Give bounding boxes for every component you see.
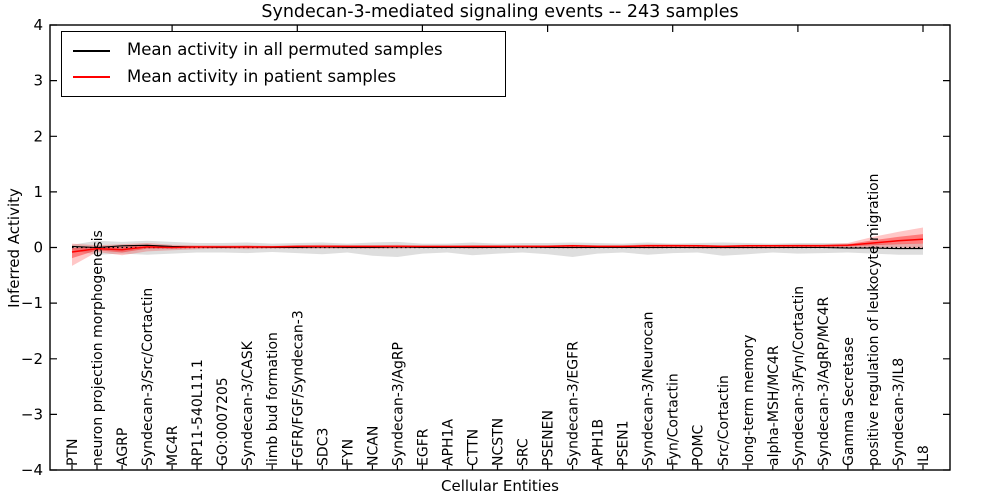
y-tick-label: 0 [33, 239, 43, 257]
x-tick-label: NCSTN [491, 418, 507, 466]
legend: Mean activity in all permuted samples Me… [61, 31, 506, 97]
x-tick-label: GO:0007205 [215, 377, 231, 466]
x-tick-label: alpha-MSH/MC4R [766, 345, 782, 466]
x-tick-label: SRC [516, 438, 532, 466]
x-tick-label: long-term memory [741, 335, 757, 466]
x-tick-label: positive regulation of leukocyte migrati… [866, 173, 882, 466]
x-tick-label: SDC3 [315, 428, 331, 466]
x-tick-label: NCAN [365, 426, 381, 466]
y-axis-label: Inferred Activity [5, 188, 23, 308]
patient-mean-line [71, 238, 924, 253]
x-tick-label: FGFR/FGF/Syndecan-3 [290, 310, 306, 466]
patient-legend-label: Mean activity in patient samples [127, 67, 397, 87]
y-tick-label: −1 [21, 294, 43, 312]
axis-ticks [50, 24, 950, 471]
x-tick-label: MC4R [165, 425, 181, 466]
legend-item-patient: Mean activity in patient samples [62, 69, 505, 86]
x-tick-label: Syndecan-3/AgRP [390, 342, 406, 466]
x-tick-label: CTTN [466, 429, 482, 466]
x-tick-label: PSENEN [541, 410, 557, 466]
y-tick-label: 2 [33, 127, 43, 145]
y-tick-label: 1 [33, 183, 43, 201]
x-tick-label: Fyn/Cortactin [666, 373, 682, 466]
x-tick-label: EGFR [415, 428, 431, 466]
legend-item-permuted: Mean activity in all permuted samples [62, 42, 505, 59]
patient-legend-line-icon [73, 76, 110, 79]
x-tick-label: Syndecan-3/IL8 [891, 358, 907, 466]
y-tick-label: −3 [21, 405, 43, 423]
y-tick-label: 4 [33, 16, 43, 34]
x-tick-label: Syndecan-3/CASK [240, 340, 256, 466]
y-tick-label: −2 [21, 350, 43, 368]
x-tick-label: APH1B [591, 419, 607, 466]
x-axis-label: Cellular Entities [441, 477, 559, 495]
x-tick-label: POMC [691, 424, 707, 466]
x-tick-label: neuron projection morphogenesis [90, 230, 106, 466]
permuted-samples-range-band [72, 240, 923, 257]
x-tick-label: Gamma Secretase [841, 337, 857, 466]
x-tick-label: Syndecan-3/EGFR [566, 341, 582, 466]
x-tick-label: IL8 [916, 445, 932, 466]
x-tick-label: Syndecan-3/Src/Cortactin [140, 288, 156, 466]
x-tick-label: Syndecan-3/AgRP/MC4R [816, 297, 832, 466]
x-tick-label: RP11-540L11.1 [190, 359, 206, 466]
x-tick-label: limb bud formation [265, 332, 281, 466]
x-tick-label: AGRP [115, 428, 131, 466]
x-tick-label: PSEN1 [616, 420, 632, 466]
x-tick-label: APH1A [440, 419, 456, 466]
x-tick-label: Src/Cortactin [716, 375, 732, 466]
permuted-legend-label: Mean activity in all permuted samples [127, 40, 443, 60]
permuted-legend-line-icon [73, 49, 110, 52]
x-tick-label: Syndecan-3/Fyn/Cortactin [791, 286, 807, 466]
x-tick-label: PTN [65, 439, 81, 466]
x-tick-label: FYN [340, 439, 356, 466]
y-tick-label: −4 [21, 461, 43, 479]
x-tick-label: Syndecan-3/Neurocan [641, 312, 657, 467]
chart-title: Syndecan-3-mediated signaling events -- … [261, 2, 739, 22]
y-tick-label: 3 [33, 72, 43, 90]
